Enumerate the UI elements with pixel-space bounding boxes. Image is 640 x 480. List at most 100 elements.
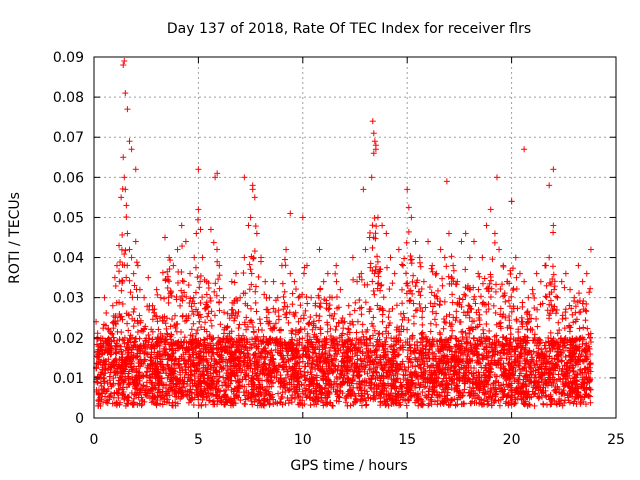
data-point: [405, 204, 412, 211]
data-point: [401, 255, 408, 262]
data-point: [356, 297, 363, 304]
data-point: [206, 397, 213, 404]
data-point: [439, 275, 446, 282]
data-point: [369, 372, 376, 379]
data-point: [94, 330, 101, 337]
data-point: [412, 307, 419, 314]
data-point: [576, 325, 583, 332]
data-point: [470, 387, 477, 394]
data-point: [259, 327, 266, 334]
data-point: [369, 278, 376, 285]
data-point: [351, 307, 358, 314]
data-point: [148, 386, 155, 393]
data-point: [586, 361, 593, 368]
data-point: [252, 223, 259, 230]
data-point: [408, 260, 415, 267]
data-point: [508, 293, 515, 300]
data-point: [434, 287, 441, 294]
data-point: [243, 314, 250, 321]
data-point: [131, 338, 138, 345]
data-point: [412, 399, 419, 406]
data-point: [433, 321, 440, 328]
data-point: [346, 329, 353, 336]
data-point: [216, 272, 223, 279]
data-point: [493, 281, 500, 288]
data-point: [518, 396, 525, 403]
data-point: [416, 300, 423, 307]
data-point: [316, 303, 323, 310]
data-point: [428, 265, 435, 272]
data-point: [492, 309, 499, 316]
data-point: [292, 309, 299, 316]
data-point: [379, 318, 386, 325]
data-point: [362, 364, 369, 371]
data-point: [398, 323, 405, 330]
data-point: [526, 347, 533, 354]
data-point: [358, 311, 365, 318]
data-point: [460, 309, 467, 316]
data-point: [412, 363, 419, 370]
data-point: [374, 258, 381, 265]
data-point: [217, 321, 224, 328]
data-point: [252, 288, 259, 295]
data-point: [145, 332, 152, 339]
data-point: [496, 402, 503, 409]
data-point: [549, 276, 556, 283]
data-point: [448, 253, 455, 260]
data-point: [546, 315, 553, 322]
data-point: [461, 386, 468, 393]
data-point: [178, 328, 185, 335]
data-point: [250, 324, 257, 331]
data-point: [443, 263, 450, 270]
data-point: [134, 329, 141, 336]
data-point: [125, 339, 132, 346]
data-point: [449, 327, 456, 334]
data-point: [212, 280, 219, 287]
data-point: [360, 333, 367, 340]
data-point: [515, 326, 522, 333]
data-point: [280, 366, 287, 373]
data-point: [372, 230, 379, 237]
data-point: [410, 272, 417, 279]
data-point: [350, 276, 357, 283]
data-point: [172, 324, 179, 331]
data-point: [385, 314, 392, 321]
data-point: [561, 325, 568, 332]
data-point: [344, 402, 351, 409]
data-point: [371, 291, 378, 298]
data-point: [519, 323, 526, 330]
data-point: [210, 239, 217, 246]
data-point: [286, 309, 293, 316]
data-point: [300, 270, 307, 277]
data-point: [199, 396, 206, 403]
data-point: [118, 329, 125, 336]
data-point: [247, 305, 254, 312]
data-point: [407, 297, 414, 304]
data-point: [149, 316, 156, 323]
data-point: [446, 311, 453, 318]
data-point: [352, 299, 359, 306]
data-point: [414, 306, 421, 313]
data-point: [524, 319, 531, 326]
data-point: [264, 306, 271, 313]
data-point: [364, 349, 371, 356]
data-point: [332, 326, 339, 333]
data-point: [204, 313, 211, 320]
data-point: [476, 273, 483, 280]
data-point: [119, 277, 126, 284]
data-point: [229, 306, 236, 313]
data-point: [502, 298, 509, 305]
data-point: [393, 302, 400, 309]
data-point: [531, 402, 538, 409]
data-point: [388, 335, 395, 342]
data-point: [203, 291, 210, 298]
data-point: [246, 261, 253, 268]
data-point: [133, 259, 140, 266]
data-point: [296, 328, 303, 335]
data-point: [534, 323, 541, 330]
data-point: [371, 215, 378, 222]
data-point: [582, 317, 589, 324]
data-point: [580, 324, 587, 331]
data-point: [543, 282, 550, 289]
data-point: [275, 390, 282, 397]
